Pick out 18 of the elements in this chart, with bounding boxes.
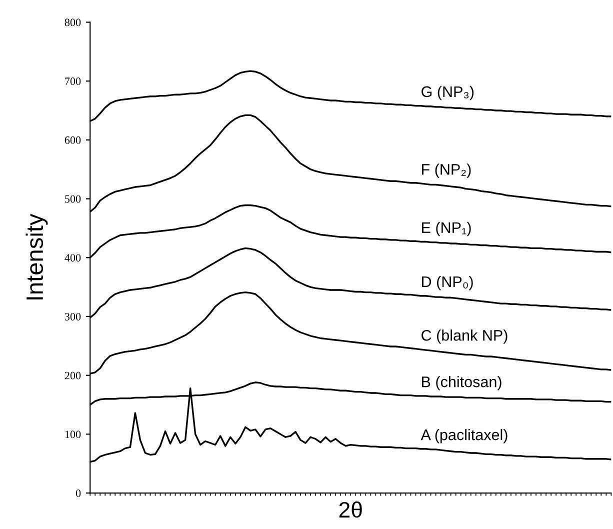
y-tick-label: 400: [64, 254, 81, 262]
y-tick-label: 300: [64, 312, 81, 320]
y-tick-label: 500: [65, 195, 81, 203]
series-label: E (NP₁): [422, 222, 471, 236]
y-tick-label: 0: [76, 489, 81, 497]
y-tick-label: 700: [65, 78, 81, 86]
series-label: G (NP₃): [422, 86, 474, 100]
y-tick-label: 600: [64, 136, 81, 144]
y-tick-label: 100: [65, 430, 81, 438]
series-label: C (blank NP): [422, 330, 508, 344]
y-tick-label: 800: [64, 18, 81, 26]
series-label: F (NP₂): [422, 164, 471, 178]
series-label: A (paclitaxel): [420, 429, 508, 444]
series-label: B (chitosan): [422, 376, 502, 390]
x-axis-title: 2θ: [339, 501, 362, 518]
y-tick-label: 200: [64, 372, 81, 380]
series-label: D (NP₀): [422, 276, 473, 290]
y-axis-title: Intensity: [26, 214, 48, 300]
